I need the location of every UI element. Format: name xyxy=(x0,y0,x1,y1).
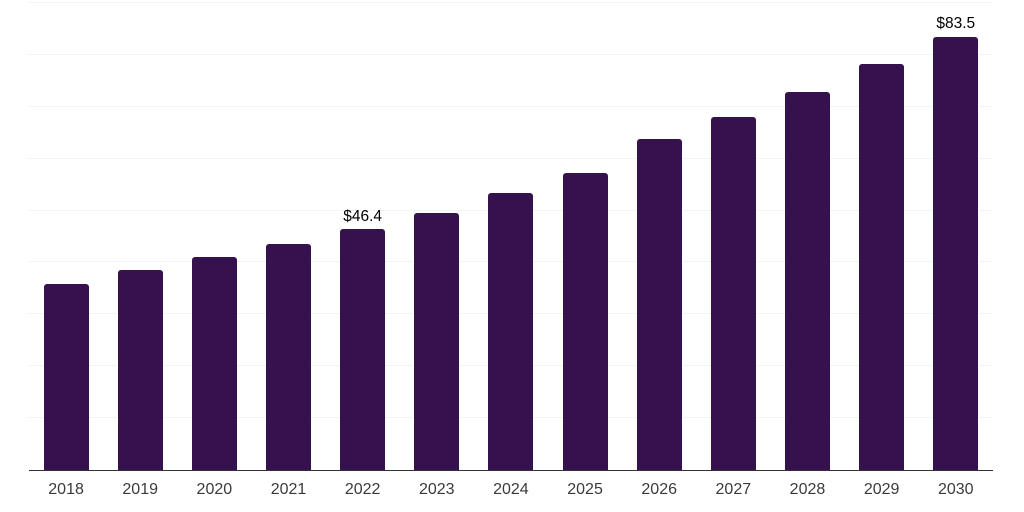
bar-group-2024 xyxy=(474,0,548,470)
x-tick-label-2018: 2018 xyxy=(48,481,84,498)
bar-group-2028 xyxy=(770,0,844,470)
bar-2023 xyxy=(414,212,460,470)
bar-group-2029 xyxy=(845,0,919,470)
bar-group-2019 xyxy=(103,0,177,470)
gridline-80 xyxy=(29,53,993,55)
bar-2020 xyxy=(191,256,237,470)
bar-2018 xyxy=(43,284,89,470)
gridline-70 xyxy=(29,105,993,107)
x-tick-label-2027: 2027 xyxy=(715,481,752,498)
bar-2021 xyxy=(265,244,311,470)
bar-2019 xyxy=(117,270,163,470)
plot-area: $46.4 $83.5 xyxy=(29,0,993,471)
x-tick-label-2025: 2025 xyxy=(567,481,603,498)
bar-group-2026 xyxy=(622,0,696,470)
bar-2025 xyxy=(562,173,608,470)
x-tick-label-2026: 2026 xyxy=(641,481,677,498)
x-tick-label-2022: 2022 xyxy=(344,481,381,498)
x-tick-label-2023: 2023 xyxy=(418,481,455,498)
bar-group-2020 xyxy=(177,0,251,470)
bar-2024 xyxy=(488,193,534,470)
gridline-90 xyxy=(29,2,993,3)
x-tick-label-2024: 2024 xyxy=(493,481,529,498)
x-axis: 2018 2019 2020 2021 2022 2023 2024 2025 2026 2027… xyxy=(29,480,993,499)
bar-2022 xyxy=(340,229,386,470)
bar-group-2030: $83.5 xyxy=(919,0,993,470)
bar-2026 xyxy=(636,139,682,470)
bar-value-label-2030: $83.5 xyxy=(936,15,976,33)
bars-container: $46.4 $83.5 xyxy=(29,0,993,470)
x-tick-label-2021: 2021 xyxy=(270,481,307,498)
bar-group-2022: $46.4 xyxy=(326,0,400,470)
bar-group-2021 xyxy=(251,0,325,470)
x-tick-label-2028: 2028 xyxy=(789,481,826,498)
bar-2027 xyxy=(710,116,756,470)
x-tick-label-2029: 2029 xyxy=(863,481,900,498)
gridline-60 xyxy=(29,157,993,159)
bar-group-2027 xyxy=(696,0,770,470)
bar-value-label-2022: $46.4 xyxy=(343,207,383,225)
x-tick-label-2019: 2019 xyxy=(122,481,158,498)
bar-2028 xyxy=(784,91,830,470)
bar-group-2018 xyxy=(29,0,103,470)
x-tick-label-2020: 2020 xyxy=(196,481,233,498)
bar-group-2025 xyxy=(548,0,622,470)
bar-group-2023 xyxy=(400,0,474,470)
bar-2030 xyxy=(933,36,979,470)
bar-2029 xyxy=(859,64,905,470)
x-tick-label-2030: 2030 xyxy=(937,481,974,498)
